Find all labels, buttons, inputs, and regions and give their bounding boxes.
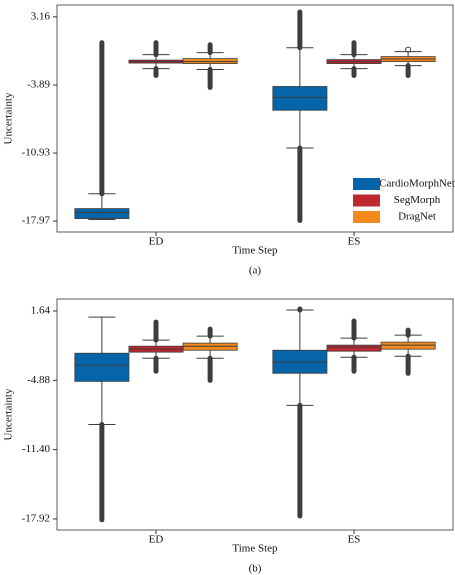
y-tick-label: -17.92 bbox=[22, 512, 50, 524]
legend-swatch bbox=[353, 194, 380, 207]
y-tick-label: -3.89 bbox=[27, 79, 50, 91]
box bbox=[74, 208, 130, 219]
caption: (a) bbox=[249, 265, 262, 277]
box bbox=[380, 341, 436, 350]
x-tick-label: ED bbox=[149, 534, 164, 546]
y-tick-label: -4.88 bbox=[27, 374, 50, 386]
caption: (b) bbox=[249, 563, 262, 575]
box bbox=[326, 344, 382, 352]
y-axis-label: Uncertainty bbox=[3, 388, 15, 440]
plot-frame bbox=[56, 298, 454, 531]
x-tick-label: ES bbox=[348, 236, 361, 248]
legend-label: DragNet bbox=[398, 211, 436, 223]
y-axis-label: Uncertainty bbox=[3, 92, 15, 144]
box bbox=[74, 352, 130, 382]
y-tick-label: -10.93 bbox=[22, 147, 51, 159]
box bbox=[182, 58, 238, 64]
outlier bbox=[405, 46, 412, 53]
x-tick-label: ED bbox=[149, 236, 164, 248]
legend-label: CardioMorphNet bbox=[379, 178, 455, 190]
legend-swatch bbox=[353, 178, 380, 190]
x-axis-label: Time Step bbox=[232, 245, 278, 257]
y-tick-label: 3.16 bbox=[31, 10, 51, 22]
x-axis-label: Time Step bbox=[232, 543, 278, 555]
x-tick-label: ES bbox=[348, 534, 361, 546]
box bbox=[272, 86, 328, 111]
legend-label: SegMorph bbox=[394, 194, 441, 206]
legend-swatch bbox=[353, 211, 380, 223]
y-tick-label: -17.97 bbox=[22, 215, 51, 227]
plot-frame bbox=[56, 4, 454, 233]
y-tick-label: -11.40 bbox=[22, 443, 51, 455]
y-tick-label: 1.64 bbox=[31, 305, 51, 317]
